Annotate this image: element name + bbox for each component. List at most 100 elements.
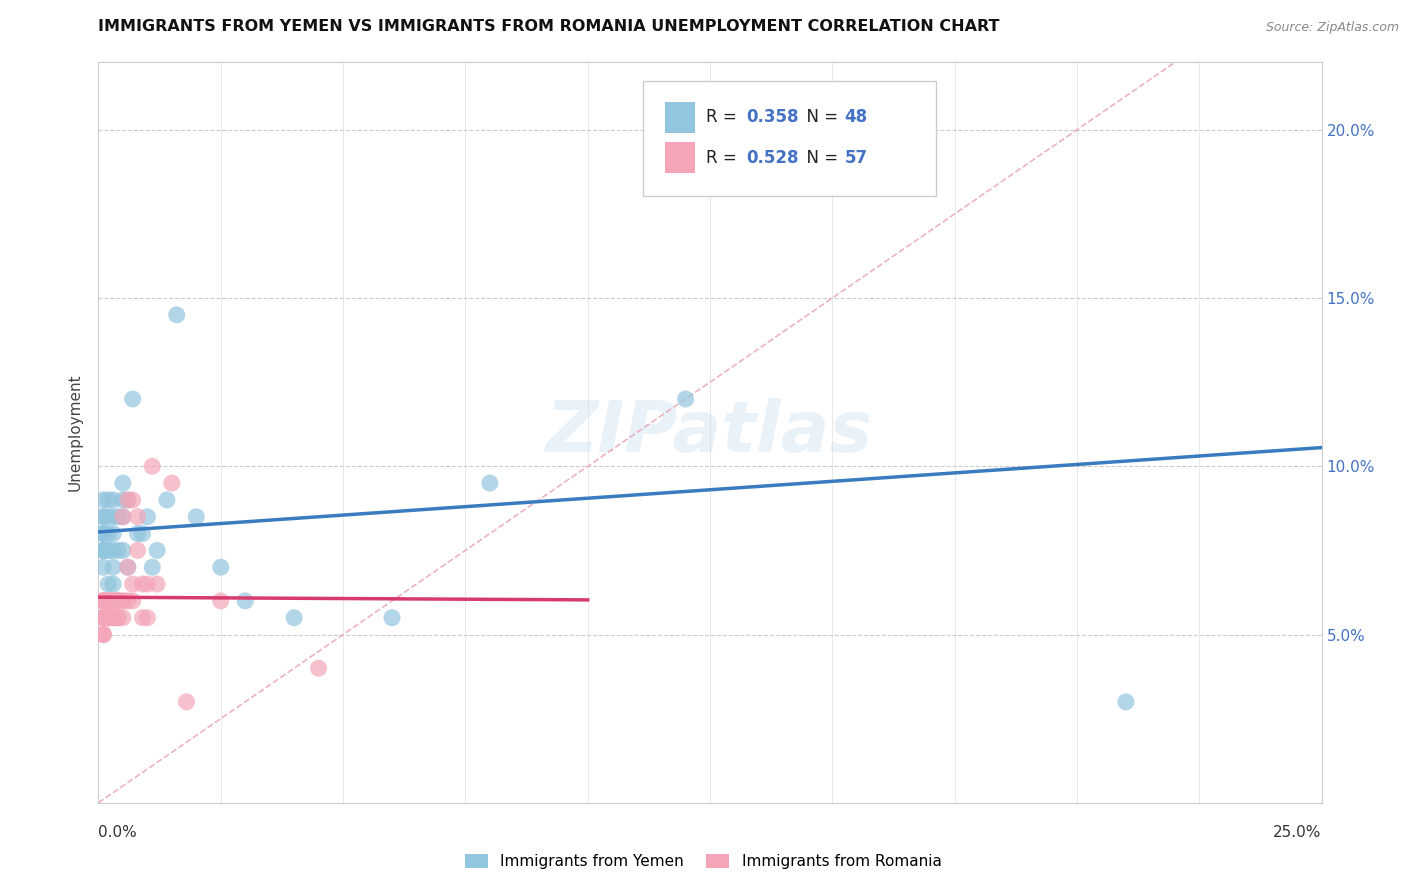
Point — [127, 526, 149, 541]
Point — [308, 661, 330, 675]
Point — [107, 611, 129, 625]
Point — [121, 577, 143, 591]
Point — [91, 526, 114, 541]
Point — [91, 627, 114, 641]
Point — [91, 543, 114, 558]
Point — [97, 611, 120, 625]
Point — [127, 509, 149, 524]
Point — [141, 560, 163, 574]
Point — [97, 611, 120, 625]
Point — [97, 543, 120, 558]
Point — [91, 594, 114, 608]
Point — [101, 594, 124, 608]
Bar — [665, 143, 696, 174]
Point — [101, 594, 124, 608]
Point — [91, 611, 114, 625]
Point — [111, 594, 134, 608]
Point — [107, 594, 129, 608]
Point — [101, 611, 124, 625]
Point — [91, 492, 114, 507]
Point — [283, 611, 305, 625]
Point — [146, 543, 169, 558]
Point — [107, 543, 129, 558]
Point — [97, 594, 120, 608]
Point — [91, 526, 114, 541]
Point — [101, 577, 124, 591]
Point — [209, 594, 232, 608]
Point — [97, 526, 120, 541]
Text: 25.0%: 25.0% — [1274, 825, 1322, 839]
Legend: Immigrants from Yemen, Immigrants from Romania: Immigrants from Yemen, Immigrants from R… — [458, 848, 948, 875]
Point — [117, 560, 139, 574]
Text: 0.358: 0.358 — [747, 108, 799, 127]
Point — [91, 611, 114, 625]
Point — [117, 492, 139, 507]
Text: 0.528: 0.528 — [747, 149, 799, 167]
Point — [91, 594, 114, 608]
Text: N =: N = — [796, 108, 844, 127]
Text: R =: R = — [706, 149, 742, 167]
Point — [101, 611, 124, 625]
Point — [121, 392, 143, 406]
Point — [121, 492, 143, 507]
Text: 57: 57 — [845, 149, 868, 167]
Point — [97, 577, 120, 591]
Point — [111, 492, 134, 507]
Point — [91, 543, 114, 558]
Point — [91, 627, 114, 641]
Bar — [665, 102, 696, 133]
Point — [870, 173, 893, 187]
Point — [91, 594, 114, 608]
Point — [91, 594, 114, 608]
Point — [117, 492, 139, 507]
Point — [91, 611, 114, 625]
Point — [136, 611, 159, 625]
Point — [101, 611, 124, 625]
Point — [107, 611, 129, 625]
Point — [156, 492, 179, 507]
Point — [91, 543, 114, 558]
Point — [127, 543, 149, 558]
Point — [233, 594, 256, 608]
Point — [91, 627, 114, 641]
Point — [107, 594, 129, 608]
Point — [111, 509, 134, 524]
Point — [97, 492, 120, 507]
Text: 48: 48 — [845, 108, 868, 127]
Point — [131, 526, 153, 541]
Point — [136, 577, 159, 591]
Point — [107, 594, 129, 608]
Text: ZIPatlas: ZIPatlas — [547, 398, 873, 467]
Point — [97, 594, 120, 608]
Point — [97, 509, 120, 524]
Point — [381, 611, 404, 625]
Point — [91, 509, 114, 524]
Point — [209, 560, 232, 574]
Point — [107, 509, 129, 524]
Point — [166, 308, 188, 322]
Point — [111, 476, 134, 491]
Point — [97, 594, 120, 608]
Text: Source: ZipAtlas.com: Source: ZipAtlas.com — [1265, 21, 1399, 34]
Point — [91, 611, 114, 625]
Point — [131, 577, 153, 591]
Y-axis label: Unemployment: Unemployment — [67, 374, 83, 491]
Point — [107, 594, 129, 608]
Point — [136, 509, 159, 524]
Point — [117, 560, 139, 574]
Point — [101, 492, 124, 507]
Point — [1115, 695, 1137, 709]
Point — [91, 526, 114, 541]
Point — [478, 476, 501, 491]
Text: R =: R = — [706, 108, 742, 127]
Point — [97, 611, 120, 625]
Point — [111, 509, 134, 524]
Point — [97, 543, 120, 558]
Point — [101, 594, 124, 608]
Point — [675, 392, 697, 406]
Point — [176, 695, 198, 709]
Text: 0.0%: 0.0% — [98, 825, 138, 839]
Point — [97, 611, 120, 625]
Point — [186, 509, 208, 524]
Point — [97, 594, 120, 608]
